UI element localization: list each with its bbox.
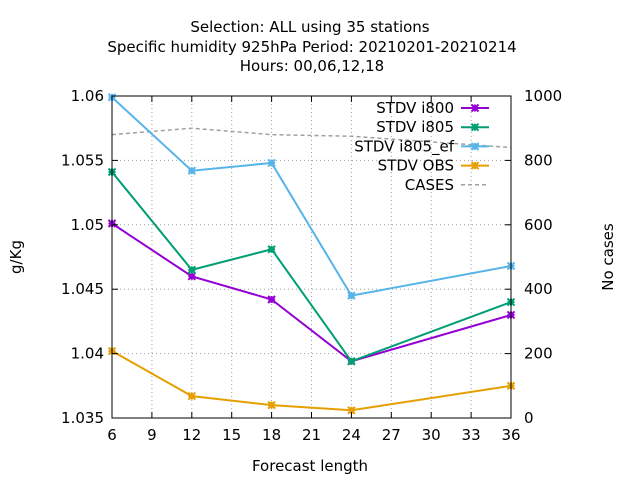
y2-axis-label: No cases (599, 223, 617, 291)
data-point-stdv-obs (267, 400, 276, 410)
legend-entry-stdv-i805: STDV i805 (376, 118, 489, 136)
marker-stroke (347, 357, 356, 366)
x-tick-label: 15 (222, 426, 241, 444)
grid (112, 96, 511, 418)
y2-tick-label: 200 (524, 345, 553, 363)
data-point-stdv-i805 (267, 245, 276, 254)
marker-stroke (267, 400, 276, 410)
marker-stroke (470, 122, 480, 132)
legend-label: STDV i805 (376, 118, 454, 136)
x-tick-label: 6 (107, 426, 117, 444)
x-tick-label: 12 (182, 426, 201, 444)
axis-ticks: 6 9 12 15 18 21 24 27 30 33 36 1.035 1.04 1.045 1.05 1.… (61, 87, 562, 444)
marker-stroke (267, 245, 276, 254)
legend-label: CASES (405, 176, 454, 194)
y-axis-label: g/Kg (7, 240, 25, 274)
data-point-stdv-i805-ef (267, 158, 276, 168)
marker-stroke (470, 161, 480, 170)
marker-stroke (347, 291, 356, 300)
legend-entry-stdv-obs: STDV OBS (378, 157, 489, 175)
x-tick-label: 30 (422, 426, 441, 444)
data-point-stdv-i800 (187, 272, 197, 281)
y2-tick-label: 0 (524, 409, 534, 427)
title-line-1: Selection: ALL using 35 stations (190, 18, 429, 36)
x-tick-label: 18 (262, 426, 281, 444)
x-tick-label: 33 (462, 426, 481, 444)
legend-entry-stdv-i800: STDV i800 (376, 99, 489, 117)
data-point-stdv-i805 (187, 265, 197, 275)
data-point-stdv-obs (347, 406, 356, 415)
x-axis-label: Forecast length (252, 457, 368, 475)
marker-stroke (187, 166, 197, 175)
legend-marker (470, 122, 480, 132)
legend-marker (470, 161, 480, 170)
marker-stroke (187, 265, 197, 275)
y-tick-label: 1.06 (71, 87, 104, 105)
chart-title: Selection: ALL using 35 stations Specifi… (107, 18, 516, 75)
y2-tick-label: 1000 (524, 87, 562, 105)
y-tick-label: 1.055 (61, 151, 104, 169)
y-tick-label: 1.04 (71, 345, 104, 363)
y-tick-label: 1.045 (61, 280, 104, 298)
legend-marker (470, 142, 480, 151)
y2-tick-label: 400 (524, 280, 553, 298)
y-tick-label: 1.035 (61, 409, 104, 427)
data-point-stdv-obs (187, 391, 197, 401)
y-tick-label: 1.05 (71, 216, 104, 234)
legend-marker (470, 103, 480, 113)
legend-label: STDV i800 (376, 99, 454, 117)
x-tick-label: 27 (382, 426, 401, 444)
x-tick-label: 24 (342, 426, 361, 444)
marker-stroke (470, 103, 480, 113)
marker-stroke (187, 391, 197, 401)
title-line-2: Specific humidity 925hPa Period: 2021020… (107, 38, 516, 56)
legend-entry-stdv-i805-ef: STDV i805_ef (354, 137, 489, 156)
data-point-stdv-i800 (267, 295, 276, 304)
data-series (107, 93, 516, 415)
data-point-stdv-i805-ef (187, 166, 197, 175)
y2-tick-label: 800 (524, 151, 553, 169)
title-line-3: Hours: 00,06,12,18 (240, 57, 384, 75)
data-point-stdv-i805-ef (347, 291, 356, 300)
marker-stroke (187, 272, 197, 281)
x-tick-label: 36 (501, 426, 520, 444)
x-tick-label: 9 (147, 426, 157, 444)
legend-entry-cases: CASES (405, 176, 489, 194)
y2-tick-label: 600 (524, 216, 553, 234)
marker-stroke (267, 295, 276, 304)
legend-label: STDV i805_ef (354, 137, 455, 156)
marker-stroke (267, 158, 276, 168)
marker-stroke (347, 406, 356, 415)
data-point-stdv-i805 (347, 357, 356, 366)
marker-stroke (470, 142, 480, 151)
legend-label: STDV OBS (378, 157, 454, 175)
x-tick-label: 21 (302, 426, 321, 444)
